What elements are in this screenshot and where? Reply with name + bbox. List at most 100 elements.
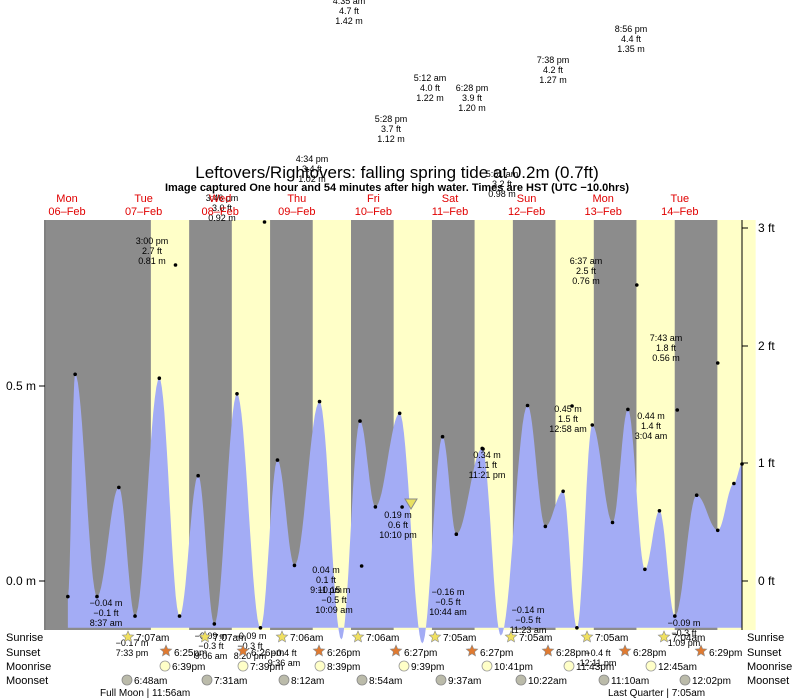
sun-moon-events: 7:07am 7:07am 7:06am 7:06am 7:05am 7:05am 7:05… <box>121 630 742 687</box>
tide-label: 12:58 am <box>549 424 587 434</box>
tide-label: 9:11 pm <box>310 585 342 595</box>
day-header-dow: Sat <box>442 193 459 205</box>
now-triangle <box>404 498 418 510</box>
tide-point <box>440 434 445 439</box>
tide-label: −0.3 ft <box>671 628 697 638</box>
tide-label: 9:36 am <box>268 658 301 668</box>
tide-point <box>397 411 402 416</box>
tide-label: 10:09 am <box>315 605 353 615</box>
day-header-dow: Fri <box>367 193 380 205</box>
left-tick-1: 0.5 m <box>6 379 36 393</box>
tide-label: 1.02 m <box>298 174 326 184</box>
day-header-date: 11–Feb <box>432 206 469 218</box>
day-header-date: 13–Feb <box>585 206 622 218</box>
tide-label: −0.5 ft <box>435 597 461 607</box>
tide-label: −0.4 ft <box>271 648 297 658</box>
tide-label: 5:12 am <box>414 73 447 83</box>
tide-label: 0.92 m <box>208 213 236 223</box>
tide-point <box>177 614 182 618</box>
tide-label: 2.7 ft <box>142 246 163 256</box>
left-axis: 0.0 m 0.5 m <box>6 220 46 630</box>
moonset-time: 11:10am <box>611 676 649 687</box>
tide-point <box>66 594 70 599</box>
tide-label: −0.3 ft <box>198 641 224 651</box>
moonrise-icon <box>645 660 657 672</box>
sunrise-time: 7:06am <box>366 633 399 644</box>
tide-point <box>196 473 200 478</box>
tide-label: 7:38 pm <box>537 55 570 65</box>
tide-point <box>117 485 121 490</box>
tide-label: 0.19 m <box>384 510 412 520</box>
sunrise-label-left: Sunrise <box>6 632 43 644</box>
tide-label: 12:11 pm <box>580 658 617 668</box>
tide-label: 0.81 m <box>138 256 166 266</box>
moonrise-time: 6:39pm <box>172 662 205 673</box>
tide-label: 8:20 pm <box>234 651 267 661</box>
tide-label: 4.4 ft <box>621 34 642 44</box>
sunrise-time: 7:06am <box>290 633 323 644</box>
moonset-icon <box>278 674 290 686</box>
tide-point <box>157 376 162 381</box>
tide-label: 3.4 ft <box>302 164 323 174</box>
tide-label: 8:37 am <box>90 618 123 628</box>
moonset-label-right: Moonset <box>747 675 789 687</box>
sunset-icon <box>312 644 326 657</box>
tide-label: −0.4 ft <box>585 648 611 658</box>
tide-label: 3.2 ft <box>492 179 513 189</box>
sunset-label-right: Sunset <box>747 647 781 659</box>
moonrise-time: 10:41pm <box>494 662 533 673</box>
day-headers: Mon06–FebTue07–FebWed08–FebThu09–FebFri1… <box>48 193 698 218</box>
tide-label: −0.09 m <box>234 631 267 641</box>
sunrise-icon <box>275 630 289 643</box>
moonrise-time: 7:39pm <box>250 662 283 673</box>
tide-label: 9:06 am <box>195 651 228 661</box>
tide-label: 4.7 ft <box>339 6 360 16</box>
tide-label: −0.14 m <box>512 605 545 615</box>
tide-point <box>543 524 548 529</box>
sunrise-time: 7:05am <box>519 633 552 644</box>
moonset-label-left: Moonset <box>6 675 48 687</box>
tide-label: 1.12 m <box>377 134 405 144</box>
sunrise-icon <box>657 630 671 643</box>
sunset-icon <box>618 644 632 657</box>
tide-label: 4.2 ft <box>543 65 564 75</box>
tide-point <box>525 403 530 408</box>
sunrise-label-right: Sunrise <box>747 632 784 644</box>
tide-point <box>235 392 239 396</box>
tide-point <box>561 489 565 494</box>
moonrise-time: 8:39pm <box>327 662 360 673</box>
moonset-time: 7:31am <box>214 676 247 687</box>
sunset-time: 6:26pm <box>327 648 360 659</box>
sunrise-time: 7:07am <box>136 633 169 644</box>
sunset-icon <box>236 644 250 657</box>
tide-label: 7:43 am <box>650 333 683 343</box>
tide-point <box>173 263 178 267</box>
tide-point <box>715 528 720 533</box>
tide-point <box>262 220 267 224</box>
sunset-time: 6:27pm <box>404 648 437 659</box>
moonrise-icon <box>314 660 326 672</box>
tide-label: 5:28 pm <box>375 114 408 124</box>
row-labels: Sunrise Sunset Moonrise Moonset Sunrise … <box>6 632 792 687</box>
moonrise-icon <box>237 660 249 672</box>
left-tick-0: 0.0 m <box>6 574 36 588</box>
tide-label: 1.20 m <box>458 103 486 113</box>
moonrise-icon <box>159 660 171 672</box>
tide-point <box>610 520 615 525</box>
tide-label: 0.1 ft <box>316 575 337 585</box>
tide-label: 1.5 ft <box>558 414 579 424</box>
day-header-date: 12–Feb <box>508 206 545 218</box>
right-tick-3: 3 ft <box>758 221 775 235</box>
tide-point <box>634 283 639 287</box>
right-tick-1: 1 ft <box>758 456 775 470</box>
tide-label: 0.34 m <box>473 450 501 460</box>
tide-label: −0.15 m <box>318 585 351 595</box>
tide-label: 3:04 am <box>635 431 668 441</box>
tide-point <box>575 626 579 630</box>
moonset-icon <box>121 674 133 686</box>
day-header-dow: Tue <box>134 193 153 205</box>
tide-label: 1.1 ft <box>477 460 498 470</box>
sunrise-icon <box>428 630 442 643</box>
tide-label: 1.8 ft <box>656 343 677 353</box>
moonset-time: 12:02pm <box>692 676 731 687</box>
